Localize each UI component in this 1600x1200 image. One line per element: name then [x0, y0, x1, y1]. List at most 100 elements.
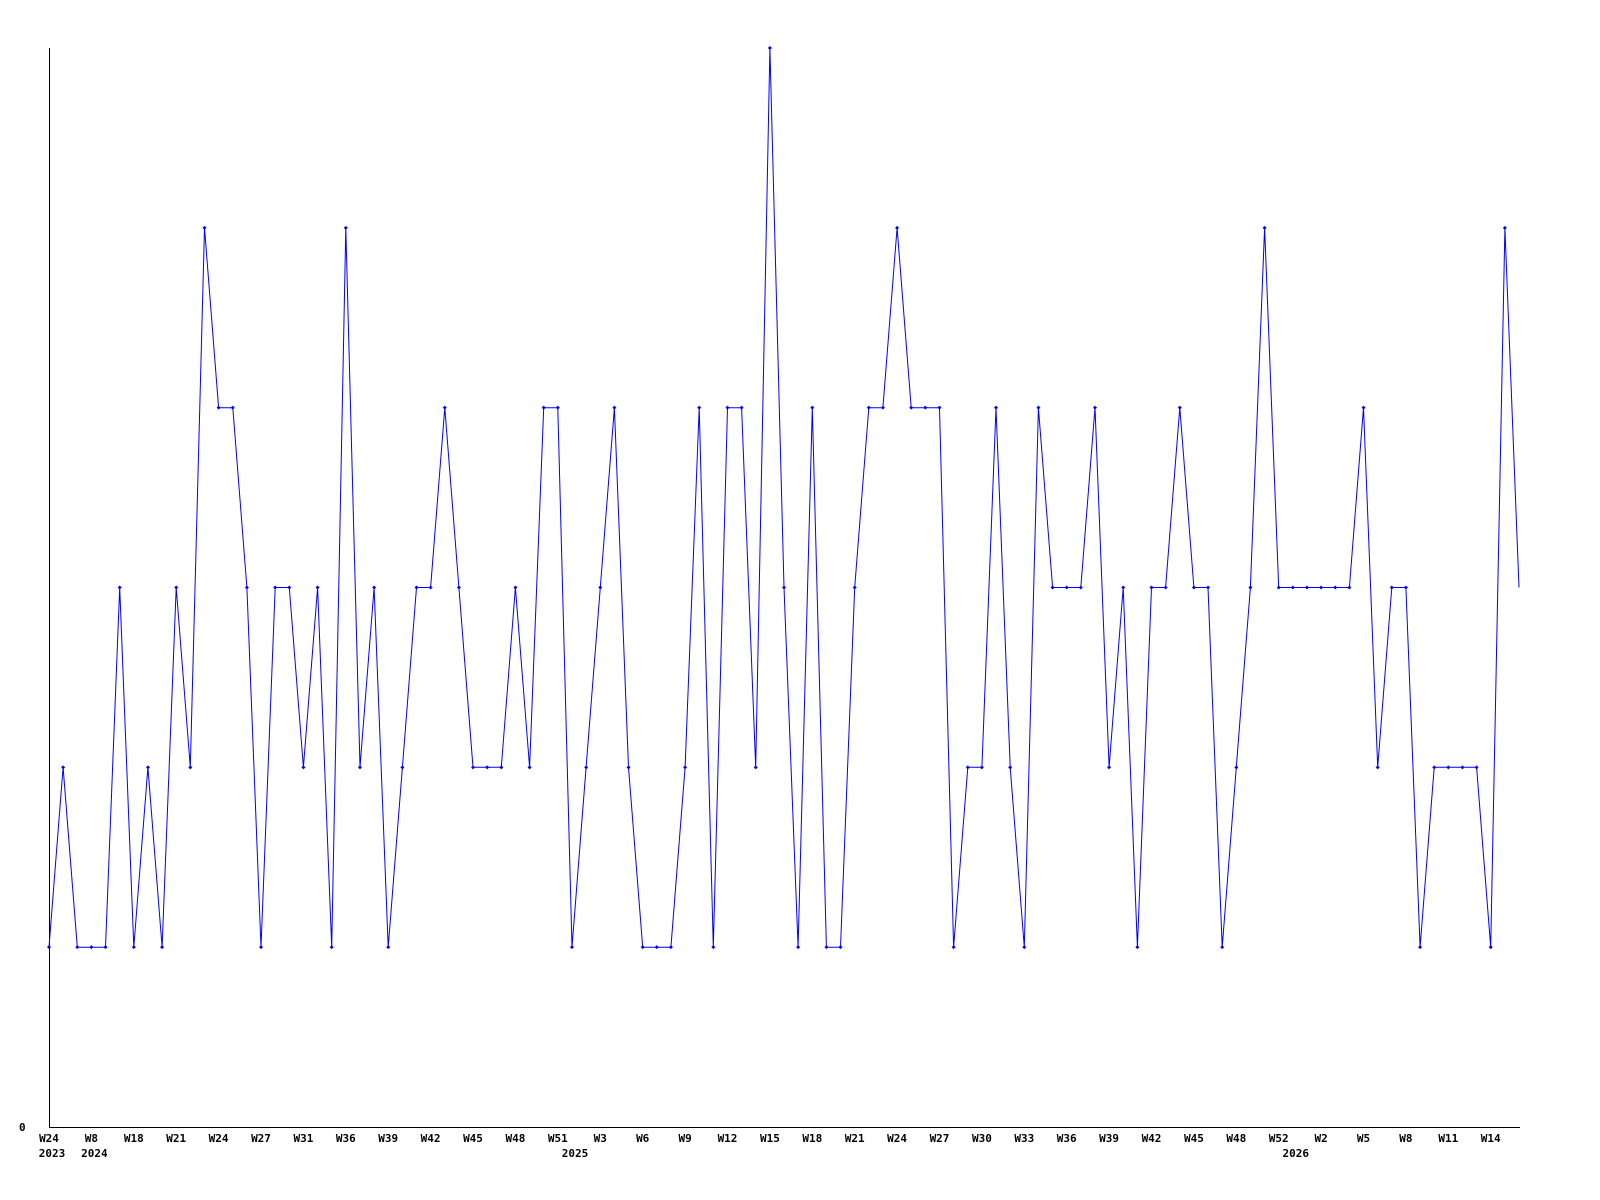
x-tick-label: W36: [336, 1132, 356, 1145]
data-point: [216, 405, 221, 410]
data-point: [244, 585, 249, 590]
data-point: [725, 405, 730, 410]
x-tick-label: W27: [251, 1132, 271, 1145]
data-point: [1319, 585, 1324, 590]
data-point: [174, 585, 179, 590]
data-point: [1290, 585, 1295, 590]
x-tick-label: W8: [85, 1132, 98, 1145]
data-point: [909, 405, 914, 410]
x-year-label: 2023: [39, 1147, 66, 1160]
data-point: [456, 585, 461, 590]
x-year-label: 2025: [562, 1147, 589, 1160]
x-tick-label: W52: [1269, 1132, 1289, 1145]
data-point: [1008, 765, 1013, 770]
data-point: [1121, 585, 1126, 590]
x-tick-label: W8: [1399, 1132, 1412, 1145]
x-tick-label: W9: [678, 1132, 691, 1145]
data-point: [301, 765, 306, 770]
data-point: [767, 46, 772, 50]
x-tick-label: W24: [39, 1132, 59, 1145]
data-point: [1177, 405, 1182, 410]
x-tick-label: W30: [972, 1132, 992, 1145]
data-point: [1375, 765, 1380, 770]
data-point: [852, 585, 857, 590]
data-point: [640, 945, 645, 950]
data-point: [400, 765, 405, 770]
data-point: [1092, 405, 1097, 410]
data-point: [1248, 585, 1253, 590]
data-point: [471, 765, 476, 770]
data-point: [626, 765, 631, 770]
data-point: [485, 765, 490, 770]
data-point: [1304, 585, 1309, 590]
data-point: [994, 405, 999, 410]
data-point: [654, 945, 659, 950]
data-point: [414, 585, 419, 590]
x-tick-label: W12: [718, 1132, 738, 1145]
data-point: [160, 945, 165, 950]
x-tick-label: W33: [1014, 1132, 1034, 1145]
data-point: [1389, 585, 1394, 590]
x-tick-label: W45: [1184, 1132, 1204, 1145]
data-point: [569, 945, 574, 950]
data-point: [442, 405, 447, 410]
data-point: [103, 945, 108, 950]
x-tick-label: W18: [802, 1132, 822, 1145]
data-point: [1064, 585, 1069, 590]
data-point: [965, 765, 970, 770]
x-tick-label: W42: [1142, 1132, 1162, 1145]
data-point: [739, 405, 744, 410]
series-line: [48, 47, 1520, 948]
x-tick-label: W24: [887, 1132, 907, 1145]
x-tick-label: W24: [209, 1132, 229, 1145]
data-point: [527, 765, 532, 770]
series-line-group: [47, 46, 1520, 950]
x-year-label: 2024: [81, 1147, 108, 1160]
data-point: [1502, 225, 1507, 230]
data-point: [1432, 765, 1437, 770]
data-point: [202, 225, 207, 230]
data-point: [259, 945, 264, 950]
data-point: [357, 765, 362, 770]
data-point: [796, 945, 801, 950]
x-tick-label: W39: [1099, 1132, 1119, 1145]
data-point: [117, 585, 122, 590]
data-point: [273, 585, 278, 590]
data-point: [1135, 945, 1140, 950]
data-point: [47, 945, 51, 950]
data-point: [386, 945, 391, 950]
data-point: [1107, 765, 1112, 770]
data-point: [979, 765, 984, 770]
x-tick-label: W36: [1057, 1132, 1077, 1145]
data-point: [668, 945, 673, 950]
data-point: [329, 945, 334, 950]
x-tick-label: W15: [760, 1132, 780, 1145]
data-point: [1078, 585, 1083, 590]
x-tick-label: W48: [1226, 1132, 1246, 1145]
data-point: [513, 585, 518, 590]
data-point: [287, 585, 292, 590]
data-point: [1191, 585, 1196, 590]
data-point: [612, 405, 617, 410]
y-tick-label: 0: [19, 1121, 26, 1134]
x-tick-label: W18: [124, 1132, 144, 1145]
data-point: [1149, 585, 1154, 590]
data-point: [555, 405, 560, 410]
data-point: [598, 585, 603, 590]
x-tick-label: W5: [1357, 1132, 1370, 1145]
data-point: [711, 945, 716, 950]
data-point: [1036, 405, 1041, 410]
data-point: [753, 765, 758, 770]
x-tick-label: W48: [505, 1132, 525, 1145]
x-year-label: 2026: [1283, 1147, 1310, 1160]
data-point: [584, 765, 589, 770]
data-point: [1347, 585, 1352, 590]
data-point: [782, 585, 786, 590]
data-point: [428, 585, 433, 590]
data-point: [541, 405, 546, 410]
data-point: [89, 945, 94, 950]
data-point: [824, 945, 829, 950]
data-point: [937, 405, 942, 410]
x-tick-label: W42: [421, 1132, 441, 1145]
